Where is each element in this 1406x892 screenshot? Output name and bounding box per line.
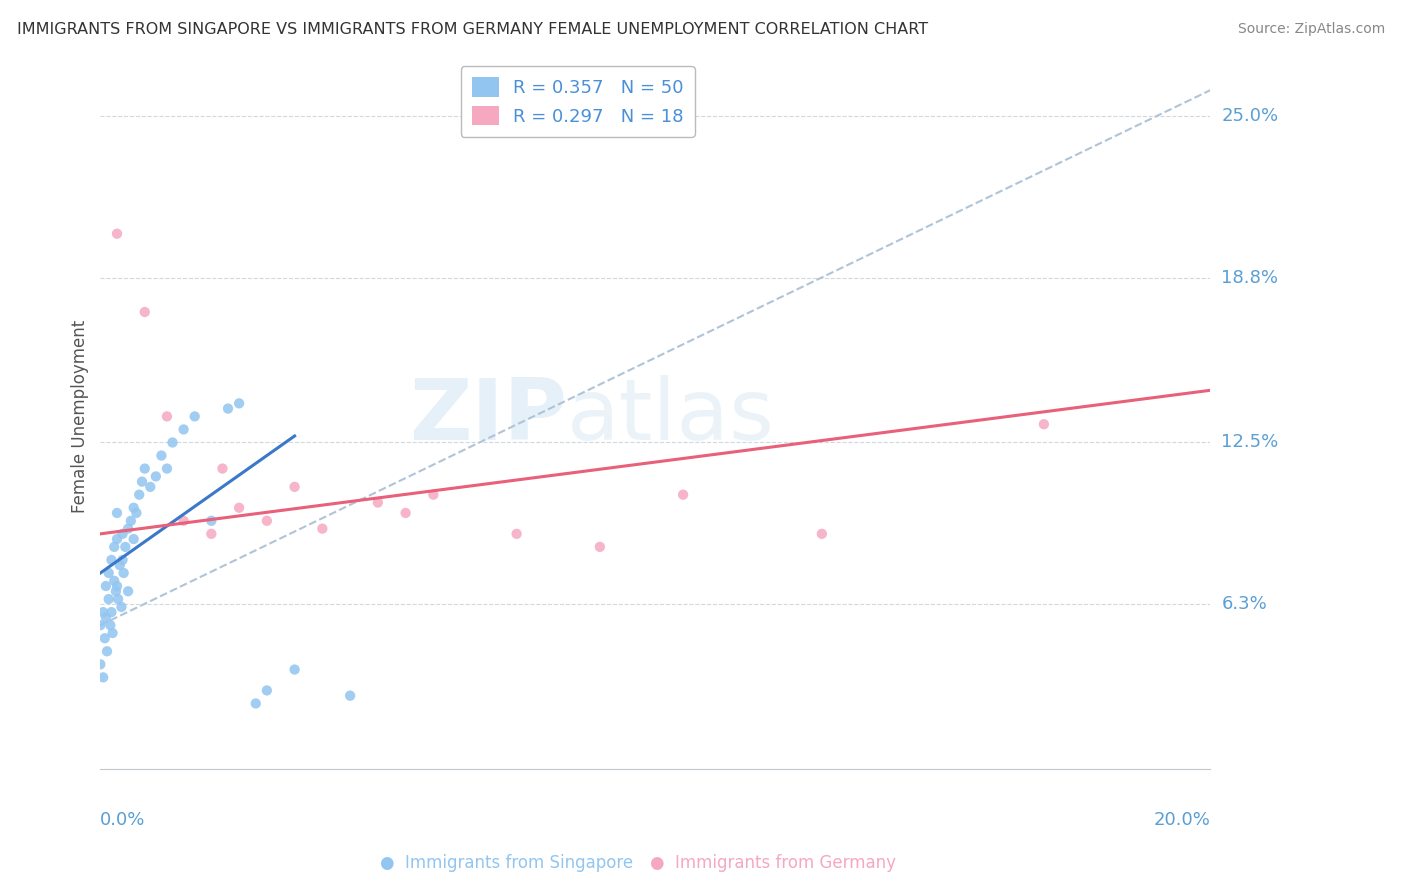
Point [122, 532, 145, 546]
Point [97, 592, 120, 607]
Point [110, 599, 132, 614]
Point [105, 227, 128, 241]
Point [394, 506, 416, 520]
Point [183, 409, 205, 424]
Text: Source: ZipAtlas.com: Source: ZipAtlas.com [1237, 22, 1385, 37]
Text: 20.0%: 20.0% [1153, 811, 1211, 829]
Point [97, 566, 120, 580]
Point [589, 540, 612, 554]
Point [105, 506, 128, 520]
Point [117, 584, 139, 599]
Point [107, 592, 129, 607]
Point [1032, 417, 1054, 432]
Point [156, 409, 179, 424]
Point [103, 574, 125, 588]
Point [114, 540, 136, 554]
Text: 6.3%: 6.3% [1222, 595, 1267, 614]
Point [139, 480, 162, 494]
Point [100, 605, 122, 619]
Y-axis label: Female Unemployment: Female Unemployment [72, 319, 89, 513]
Point [150, 449, 173, 463]
Point [145, 469, 167, 483]
Point [94, 632, 117, 646]
Point [117, 522, 139, 536]
Point [505, 526, 527, 541]
Text: IMMIGRANTS FROM SINGAPORE VS IMMIGRANTS FROM GERMANY FEMALE UNEMPLOYMENT CORRELA: IMMIGRANTS FROM SINGAPORE VS IMMIGRANTS … [17, 22, 928, 37]
Text: 25.0%: 25.0% [1222, 107, 1278, 125]
Point [111, 526, 134, 541]
Point [200, 514, 222, 528]
Point [98, 618, 121, 632]
Point [131, 475, 153, 489]
Point [284, 480, 307, 494]
Point [311, 522, 333, 536]
Legend: R = 0.357   N = 50, R = 0.297   N = 18: R = 0.357 N = 50, R = 0.297 N = 18 [461, 66, 695, 136]
Text: atlas: atlas [567, 375, 775, 458]
Point [134, 305, 156, 319]
Point [200, 526, 222, 541]
Point [108, 558, 131, 573]
Point [104, 584, 127, 599]
Point [256, 514, 278, 528]
Point [103, 540, 125, 554]
Point [94, 610, 117, 624]
Point [91, 670, 114, 684]
Point [120, 514, 142, 528]
Point [105, 579, 128, 593]
Point [228, 500, 250, 515]
Point [134, 461, 156, 475]
Point [672, 488, 695, 502]
Point [91, 605, 114, 619]
Point [156, 461, 179, 475]
Point [94, 579, 117, 593]
Point [256, 683, 278, 698]
Point [422, 488, 444, 502]
Point [367, 495, 389, 509]
Point [89, 657, 111, 672]
Point [125, 506, 148, 520]
Text: 12.5%: 12.5% [1222, 434, 1278, 451]
Point [284, 663, 307, 677]
Point [245, 697, 267, 711]
Point [96, 644, 118, 658]
Text: ZIP: ZIP [409, 375, 567, 458]
Point [173, 422, 195, 436]
Point [128, 488, 150, 502]
Point [811, 526, 834, 541]
Point [100, 553, 122, 567]
Point [217, 401, 239, 416]
Point [122, 500, 145, 515]
Point [101, 626, 124, 640]
Point [211, 461, 233, 475]
Point [105, 532, 128, 546]
Text: ●  Immigrants from Singapore: ● Immigrants from Singapore [380, 855, 633, 872]
Text: ●  Immigrants from Germany: ● Immigrants from Germany [651, 855, 896, 872]
Point [228, 396, 250, 410]
Point [89, 618, 111, 632]
Point [112, 566, 135, 580]
Text: 0.0%: 0.0% [100, 811, 146, 829]
Point [173, 514, 195, 528]
Text: 18.8%: 18.8% [1222, 269, 1278, 287]
Point [339, 689, 361, 703]
Point [111, 553, 134, 567]
Point [162, 435, 184, 450]
